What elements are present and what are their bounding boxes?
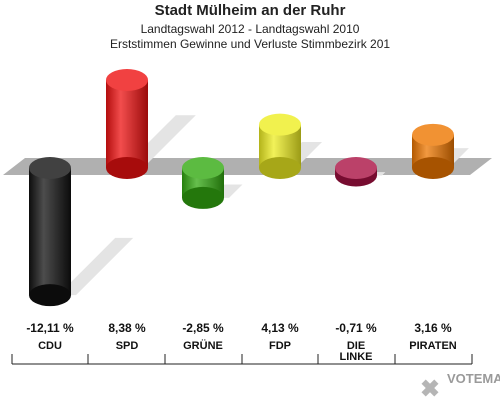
value-label: -0,71 %	[335, 321, 377, 335]
category-label: GRÜNE	[183, 339, 223, 352]
chart-subtitle: Landtagswahl 2012 - Landtagswahl 2010	[140, 22, 360, 36]
category-label: DIE	[347, 340, 365, 352]
votemanager-logo: VOTEMANAGER	[421, 371, 500, 397]
bar-piraten	[412, 123, 454, 179]
bar-shadow	[58, 237, 134, 296]
bar-fdp	[259, 113, 301, 179]
value-label: 8,38 %	[108, 321, 146, 335]
chart-description: Erststimmen Gewinne und Verluste Stimmbe…	[109, 37, 391, 51]
category-label: CDU	[38, 340, 62, 352]
category-label: PIRATEN	[409, 340, 457, 352]
bar-die-linke	[335, 157, 377, 187]
chart-title: Stadt Mülheim an der Ruhr	[154, 2, 346, 19]
bar-spd	[106, 69, 148, 179]
category-label: LINKE	[340, 351, 373, 363]
value-label: 3,16 %	[414, 321, 452, 335]
value-label: 4,13 %	[261, 321, 299, 335]
category-label: SPD	[116, 340, 139, 352]
value-label: -2,85 %	[182, 321, 224, 335]
watermark-text: VOTEMANAGER	[447, 371, 500, 386]
bar-cdu	[29, 157, 71, 307]
bar-grüne	[182, 157, 224, 209]
value-label: -12,11 %	[26, 321, 74, 335]
category-label: FDP	[269, 340, 291, 352]
